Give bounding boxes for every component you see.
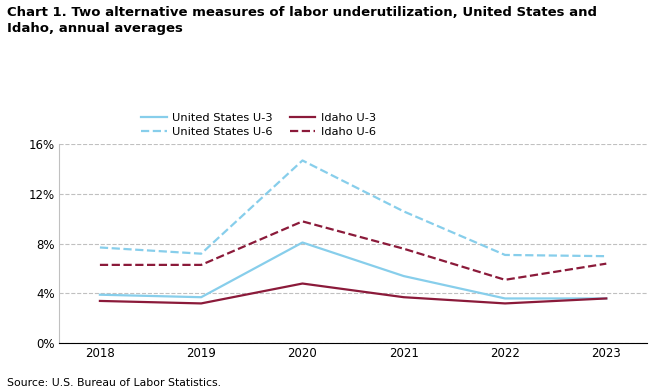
- United States U-3: [197, 295, 205, 300]
- Idaho U-6: [197, 262, 205, 267]
- Idaho U-3: [96, 299, 104, 303]
- Idaho U-3: [603, 296, 610, 301]
- United States U-3: [501, 296, 509, 301]
- United States U-6: [197, 251, 205, 256]
- United States U-3: [400, 274, 408, 278]
- United States U-6: [96, 245, 104, 250]
- United States U-6: [501, 253, 509, 257]
- Line: United States U-3: United States U-3: [100, 243, 607, 298]
- United States U-3: [298, 240, 306, 245]
- Idaho U-6: [96, 262, 104, 267]
- Line: Idaho U-3: Idaho U-3: [100, 284, 607, 303]
- Text: Chart 1. Two alternative measures of labor underutilization, United States and
I: Chart 1. Two alternative measures of lab…: [7, 6, 597, 35]
- Text: Source: U.S. Bureau of Labor Statistics.: Source: U.S. Bureau of Labor Statistics.: [7, 378, 220, 388]
- Idaho U-6: [400, 246, 408, 251]
- United States U-6: [298, 158, 306, 163]
- Idaho U-3: [501, 301, 509, 306]
- United States U-6: [400, 209, 408, 214]
- Idaho U-3: [298, 281, 306, 286]
- Legend: United States U-3, United States U-6, Idaho U-3, Idaho U-6: United States U-3, United States U-6, Id…: [141, 113, 376, 136]
- Idaho U-6: [298, 219, 306, 224]
- Line: Idaho U-6: Idaho U-6: [100, 222, 607, 280]
- United States U-6: [603, 254, 610, 259]
- Idaho U-6: [603, 261, 610, 266]
- Idaho U-6: [501, 277, 509, 282]
- Idaho U-3: [400, 295, 408, 300]
- Line: United States U-6: United States U-6: [100, 160, 607, 256]
- United States U-3: [96, 292, 104, 297]
- United States U-3: [603, 296, 610, 301]
- Idaho U-3: [197, 301, 205, 306]
